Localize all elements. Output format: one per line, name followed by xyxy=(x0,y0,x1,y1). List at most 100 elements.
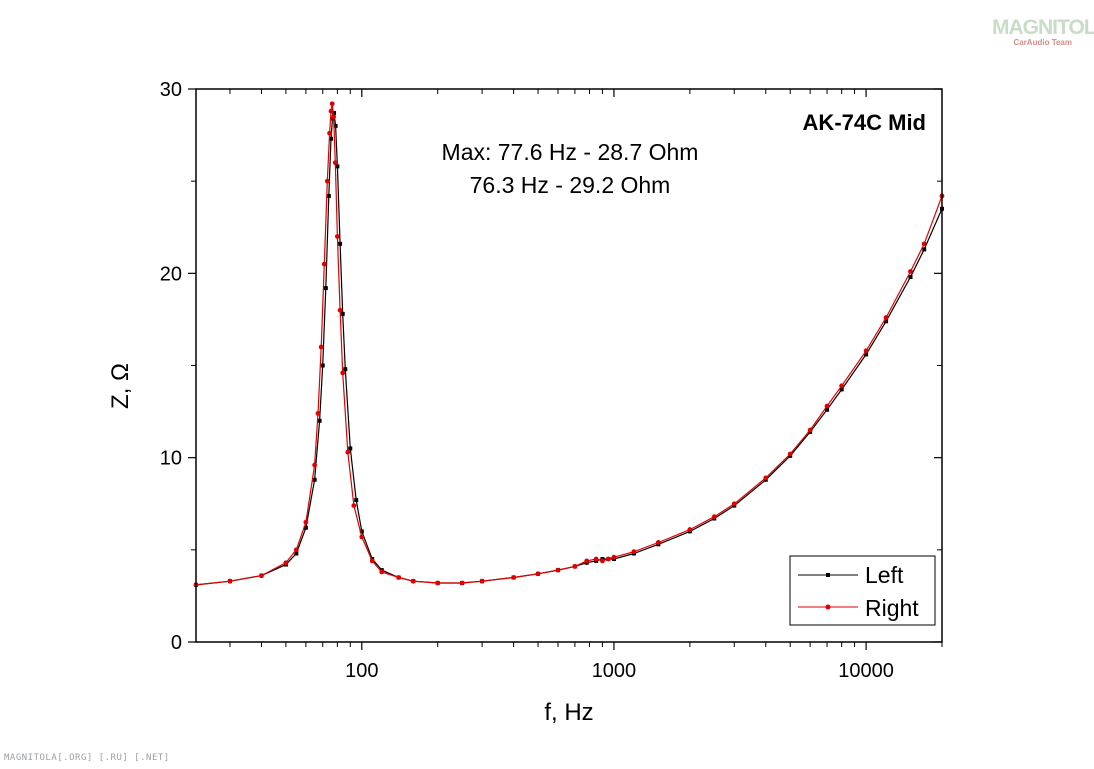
logo-subtext: CarAudio Team xyxy=(1013,38,1072,47)
data-point-left xyxy=(326,193,331,198)
data-point-left xyxy=(333,123,338,128)
data-point-right xyxy=(479,578,485,584)
data-point-right xyxy=(593,556,599,562)
data-point-right xyxy=(459,580,465,586)
data-point-right xyxy=(555,567,561,573)
data-point-left xyxy=(922,247,927,252)
data-point-right xyxy=(259,573,264,579)
data-point-right xyxy=(318,344,324,350)
data-point-right xyxy=(863,348,869,354)
data-point-left xyxy=(323,286,328,291)
data-point-right xyxy=(327,130,332,136)
legend-marker-left xyxy=(826,573,830,577)
data-point-left xyxy=(825,407,830,412)
data-point-left xyxy=(335,164,340,169)
data-point-right xyxy=(328,108,334,114)
x-axis-label: f, Hz xyxy=(544,699,593,726)
data-point-right xyxy=(600,558,605,564)
data-point-left xyxy=(908,275,913,280)
data-point-right xyxy=(787,451,793,457)
y-tick-label: 30 xyxy=(160,79,182,101)
data-point-right xyxy=(908,269,913,274)
data-point-left xyxy=(294,551,299,556)
legend: Left Right xyxy=(789,555,936,626)
legend-box xyxy=(789,555,936,626)
data-point-right xyxy=(410,578,416,584)
data-point-right xyxy=(763,475,769,481)
x-tick-label: 1000 xyxy=(592,660,637,682)
data-point-right xyxy=(379,569,385,575)
y-tick-label: 0 xyxy=(171,632,182,654)
data-point-right xyxy=(334,234,340,239)
tick-labels: 0 10 20 30 100 1000 10000 xyxy=(160,79,894,682)
data-point-left xyxy=(354,498,359,503)
data-point-right xyxy=(283,560,289,566)
data-point-right xyxy=(824,403,830,409)
data-point-right xyxy=(839,383,845,389)
data-point-left xyxy=(864,352,869,357)
annotation-max-left: Max: 77.6 Hz - 28.7 Ohm xyxy=(442,139,699,165)
logo-text: MAGNITOLA xyxy=(992,16,1094,39)
data-point-left xyxy=(303,525,308,530)
data-point-right xyxy=(369,558,375,564)
data-point-left xyxy=(312,477,317,482)
data-point-left xyxy=(320,363,325,368)
data-point-right xyxy=(315,411,321,416)
data-point-right xyxy=(324,178,330,184)
data-point-left xyxy=(839,387,844,392)
data-point-right xyxy=(331,114,337,120)
legend-label-right: Right xyxy=(865,595,919,621)
data-point-right xyxy=(883,315,889,320)
data-point-right xyxy=(303,519,309,525)
data-point-right xyxy=(605,556,611,562)
data-point-right xyxy=(687,527,693,532)
y-axis-label: Z, Ω xyxy=(107,363,134,409)
data-point-right xyxy=(351,503,357,508)
axis-ticks xyxy=(188,88,943,650)
data-point-right xyxy=(921,241,927,247)
data-point-left xyxy=(359,529,364,534)
x-tick-label: 100 xyxy=(345,660,378,682)
footer-watermark: MAGNITOLA[.ORG] [.RU] [.NET] xyxy=(4,753,170,763)
data-point-left xyxy=(348,446,353,451)
data-point-right xyxy=(321,261,327,267)
data-point-right xyxy=(293,547,299,553)
data-point-left xyxy=(317,418,322,423)
data-point-right xyxy=(332,160,338,166)
data-point-right xyxy=(312,462,318,468)
data-point-right xyxy=(655,540,661,545)
annotation-max-right: 76.3 Hz - 29.2 Ohm xyxy=(470,172,671,198)
legend-marker-right xyxy=(825,604,831,610)
data-point-right xyxy=(359,534,365,540)
data-point-left xyxy=(340,311,345,316)
chart-title: AK-74C Mid xyxy=(803,110,926,135)
data-point-right xyxy=(631,549,637,555)
data-point-right xyxy=(584,558,590,564)
series-markers-right xyxy=(193,101,945,588)
legend-label-left: Left xyxy=(865,562,904,588)
data-point-right xyxy=(535,571,541,577)
data-point-right xyxy=(345,449,351,455)
data-point-left xyxy=(338,241,343,246)
y-tick-label: 10 xyxy=(160,448,182,470)
data-point-right xyxy=(329,101,335,107)
data-point-right xyxy=(337,307,343,313)
data-point-right xyxy=(572,564,578,569)
data-point-right xyxy=(611,554,617,560)
data-point-right xyxy=(435,580,441,586)
data-point-left xyxy=(329,136,334,141)
data-point-right xyxy=(807,427,813,433)
data-point-left xyxy=(332,110,337,115)
data-point-right xyxy=(511,575,517,580)
data-point-right xyxy=(227,578,233,584)
data-point-right xyxy=(711,514,717,520)
y-tick-label: 20 xyxy=(160,263,182,285)
magnitola-logo: MAGNITOLA CarAudio Team xyxy=(992,16,1094,50)
x-tick-label: 10000 xyxy=(838,660,894,682)
data-point-right xyxy=(340,370,346,376)
data-point-right xyxy=(396,575,402,580)
data-point-right xyxy=(731,501,737,507)
data-point-left xyxy=(343,367,348,372)
series-layer xyxy=(193,101,945,588)
